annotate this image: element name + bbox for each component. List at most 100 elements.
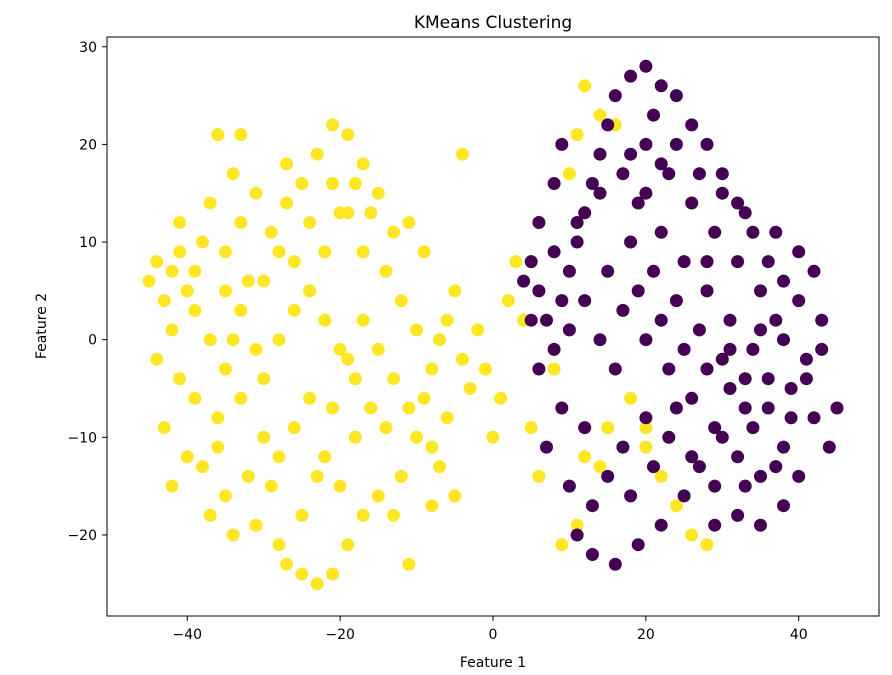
scatter-point <box>463 382 477 395</box>
scatter-point <box>272 450 286 464</box>
scatter-point <box>180 450 194 464</box>
scatter-point <box>601 421 615 435</box>
scatter-point <box>188 391 202 405</box>
scatter-point <box>738 206 752 220</box>
scatter-point <box>601 118 615 132</box>
scatter-point <box>219 284 232 298</box>
scatter-point <box>341 352 355 366</box>
scatter-point <box>700 538 714 552</box>
scatter-point <box>593 108 607 122</box>
scatter-point <box>754 284 767 298</box>
scatter-point <box>394 469 408 483</box>
scatter-point <box>402 401 416 415</box>
scatter-point <box>150 255 164 269</box>
scatter-point <box>647 460 660 474</box>
scatter-point <box>532 362 546 376</box>
scatter-point <box>562 479 576 493</box>
scatter-point <box>578 206 592 220</box>
scatter-point <box>669 89 683 103</box>
scatter-point <box>249 342 263 356</box>
scatter-point <box>746 421 760 435</box>
scatter-point <box>379 421 393 435</box>
scatter-point <box>157 421 171 435</box>
scatter-point <box>226 167 240 181</box>
scatter-point <box>715 352 729 366</box>
y-tick-label: 20 <box>79 137 97 153</box>
scatter-point <box>685 196 699 210</box>
scatter-point <box>371 342 385 356</box>
scatter-point <box>555 137 569 151</box>
scatter-point <box>524 313 538 327</box>
scatter-point <box>799 372 813 386</box>
y-axis-label: Feature 2 <box>34 293 50 359</box>
scatter-point <box>647 264 660 278</box>
scatter-point <box>425 499 439 513</box>
scatter-point <box>234 128 248 142</box>
scatter-point <box>799 352 813 366</box>
scatter-point <box>769 313 783 327</box>
scatter-point <box>616 303 630 317</box>
scatter-point <box>280 557 294 571</box>
scatter-point <box>746 225 760 239</box>
y-tick-label: 30 <box>79 40 97 56</box>
scatter-point <box>639 333 653 347</box>
scatter-point <box>196 235 209 249</box>
scatter-point <box>188 264 202 278</box>
scatter-point <box>303 391 317 405</box>
scatter-point <box>310 147 324 161</box>
scatter-point <box>310 577 324 591</box>
scatter-point <box>173 372 187 386</box>
scatter-point <box>624 235 638 249</box>
scatter-point <box>547 245 561 259</box>
scatter-point <box>754 323 767 337</box>
scatter-point <box>326 567 339 581</box>
scatter-point <box>203 508 217 522</box>
scatter-point <box>631 196 645 210</box>
scatter-point <box>669 294 683 308</box>
scatter-point <box>631 538 645 552</box>
scatter-point <box>448 284 462 298</box>
scatter-point <box>578 79 592 93</box>
scatter-point <box>616 167 630 181</box>
scatter-point <box>440 313 454 327</box>
scatter-point <box>608 89 622 103</box>
scatter-point <box>562 264 576 278</box>
chart-title: KMeans Clustering <box>414 13 572 33</box>
scatter-point <box>570 216 584 229</box>
scatter-point <box>601 264 615 278</box>
scatter-point <box>669 137 683 151</box>
scatter-point <box>647 108 660 122</box>
scatter-point <box>387 225 401 239</box>
scatter-point <box>624 69 638 83</box>
scatter-point <box>654 313 668 327</box>
scatter-point <box>272 333 286 347</box>
scatter-point <box>287 303 301 317</box>
scatter-point <box>662 167 676 181</box>
scatter-point <box>746 342 760 356</box>
scatter-point <box>478 362 492 376</box>
scatter-point <box>570 235 584 249</box>
scatter-point <box>234 216 248 229</box>
scatter-point <box>394 294 408 308</box>
scatter-point <box>219 362 232 376</box>
scatter-point <box>356 508 370 522</box>
scatter-point <box>318 313 332 327</box>
scatter-point <box>165 479 179 493</box>
scatter-point <box>585 548 599 561</box>
scatter-point <box>723 382 737 395</box>
scatter-point <box>150 352 164 366</box>
scatter-point <box>203 333 217 347</box>
scatter-point <box>777 274 790 288</box>
scatter-point <box>761 372 775 386</box>
scatter-point <box>241 274 255 288</box>
scatter-point <box>700 255 714 269</box>
scatter-point <box>272 245 286 259</box>
scatter-point <box>433 460 446 474</box>
scatter-point <box>692 460 706 474</box>
scatter-point <box>624 391 638 405</box>
scatter-point <box>387 372 401 386</box>
scatter-point <box>731 450 745 464</box>
scatter-point <box>234 303 248 317</box>
scatter-point <box>654 518 668 532</box>
